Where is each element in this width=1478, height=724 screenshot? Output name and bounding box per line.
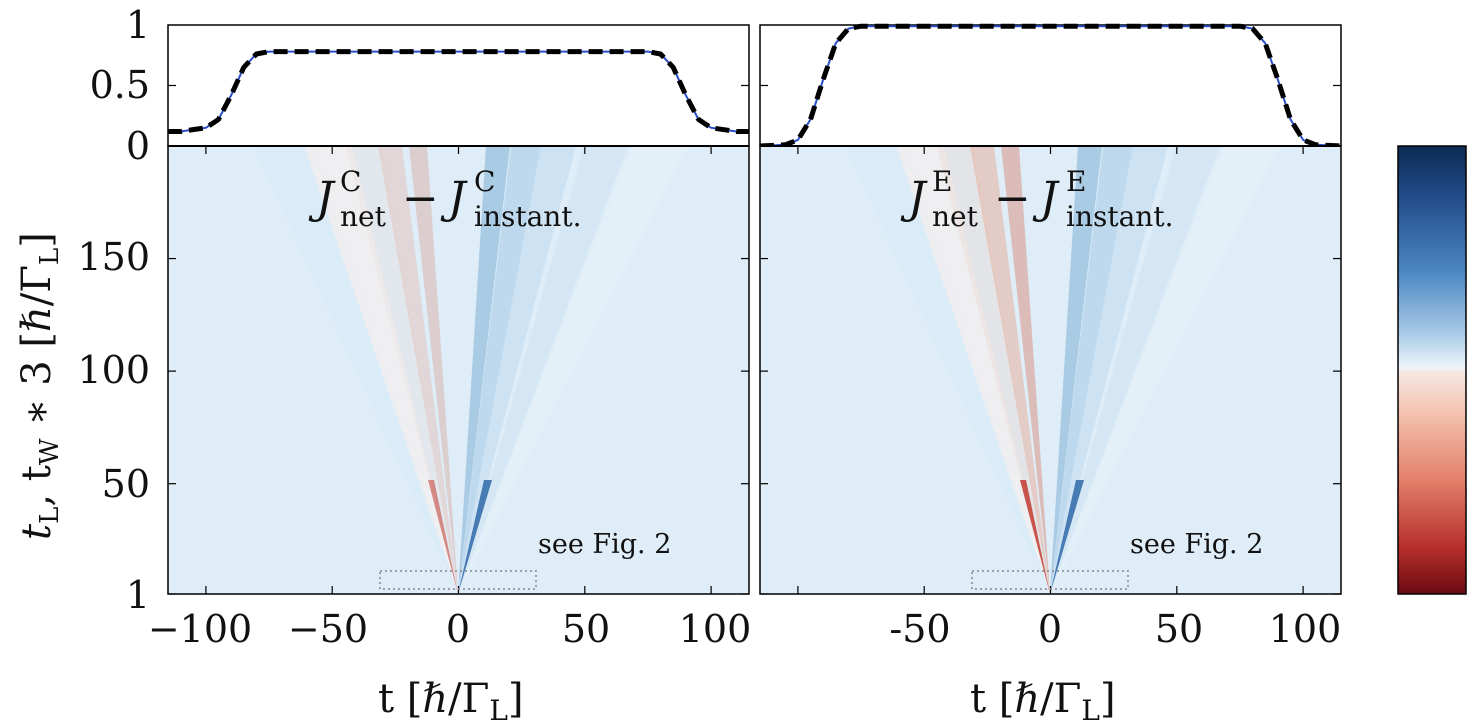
- top-left-series-dashed: [168, 49, 749, 134]
- xtick-left-100: 100: [679, 607, 752, 651]
- heatmap-ytick-100: 100: [77, 348, 150, 392]
- heatmap-right-background: [760, 146, 1341, 594]
- xtick-left-50: 50: [562, 607, 610, 651]
- top-left-lines: [168, 49, 749, 134]
- heatmap-right-ray-0: [845, 146, 1050, 594]
- heatmap-right-ray-1: [896, 146, 1050, 594]
- colorbar: [1397, 145, 1467, 595]
- xtick-left-m50: −50: [288, 607, 368, 651]
- xtick-right-100: 100: [1269, 607, 1342, 651]
- xtick-right-0: 0: [1038, 607, 1062, 651]
- heatmap-ytick-50: 50: [102, 462, 150, 506]
- xtick-right-50: 50: [1155, 607, 1203, 651]
- title-right-sup2: E: [1066, 165, 1086, 198]
- top-right-lines: [759, 23, 1342, 149]
- title-right-sub2: instant.: [1066, 200, 1174, 233]
- title-left-sub2: instant.: [474, 200, 582, 233]
- xtick-left-m100: −100: [148, 607, 252, 651]
- heatmap-right-ray-3: [970, 146, 1050, 594]
- title-left-sup1: C: [340, 165, 361, 198]
- heatmap-left-rays: [253, 146, 688, 594]
- top-right-series-dashed: [759, 23, 1342, 149]
- title-right-sup1: E: [932, 165, 952, 198]
- heatmap-right-ray-9: [1050, 146, 1280, 594]
- title-left-minus: −: [402, 173, 439, 224]
- title-left-sup2: C: [474, 165, 495, 198]
- heatmap-left-red-core: [428, 480, 458, 594]
- title-left: J C net − J C instant.: [308, 165, 582, 233]
- inset-box-right: [971, 570, 1129, 590]
- top-ytick-0.5: 0.5: [90, 63, 150, 107]
- heatmap-left-background: [168, 146, 749, 594]
- heatmap-left-ray-0: [253, 146, 458, 594]
- heatmap-right-rays: [845, 146, 1280, 594]
- xtick-right-m50: -50: [889, 607, 950, 651]
- heatmap-right-ray-4: [1001, 146, 1050, 594]
- heatmap-left-ray-4: [409, 146, 458, 594]
- ylabel: tL, tW ∗ 3 [ℏ/ΓL]: [14, 232, 65, 540]
- title-right-minus: −: [994, 173, 1031, 224]
- xlabel-right: t [ℏ/ΓL]: [970, 676, 1116, 724]
- top-right-frame: [759, 24, 1342, 147]
- annotation-left: see Fig. 2: [538, 529, 671, 560]
- xlabel-left: t [ℏ/ΓL]: [378, 676, 524, 724]
- heatmap-left-ray-1: [304, 146, 458, 594]
- top-ytick-1: 1: [126, 3, 150, 47]
- heatmap-right-blue-core: [1050, 480, 1084, 594]
- title-right-sub1: net: [932, 200, 979, 233]
- heatmap-left-ray-5: [458, 146, 510, 594]
- heatmap-ytick-150: 150: [77, 235, 150, 279]
- heatmap-left-ray-3: [378, 146, 458, 594]
- heatmap-left-blue-core: [458, 480, 492, 594]
- heatmap-left-ray-9: [458, 146, 688, 594]
- heatmap-right-red-core: [1020, 480, 1050, 594]
- top-ytick-0: 0: [126, 124, 150, 168]
- top-left-frame: [167, 24, 750, 147]
- inset-box-left: [379, 570, 537, 590]
- title-left-sub1: net: [340, 200, 387, 233]
- heatmap-ytick-1: 1: [126, 573, 150, 617]
- heatmap-right-ray-5: [1050, 146, 1102, 594]
- xtick-left-0: 0: [446, 607, 470, 651]
- annotation-right: see Fig. 2: [1130, 529, 1263, 560]
- axis-ticks: [168, 84, 1341, 595]
